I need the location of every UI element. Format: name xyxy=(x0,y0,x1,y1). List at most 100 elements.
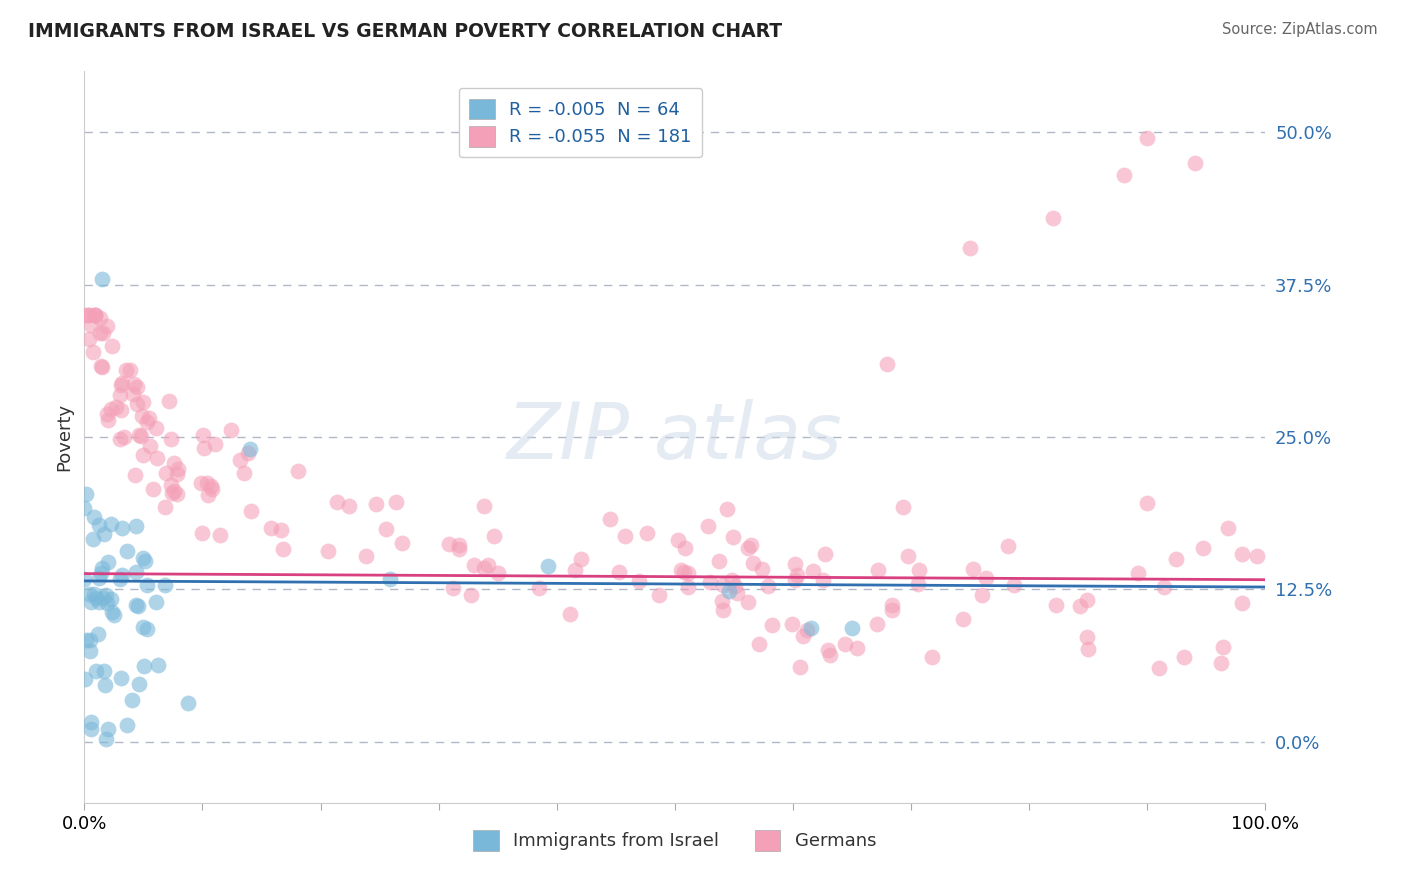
Point xyxy=(564,562,586,576)
Point xyxy=(160,432,183,446)
Point xyxy=(125,565,148,579)
Point xyxy=(782,616,804,631)
Point xyxy=(166,487,188,501)
Point xyxy=(145,420,167,434)
Point xyxy=(124,467,146,482)
Point xyxy=(529,581,551,595)
Point xyxy=(125,598,148,612)
Point xyxy=(166,461,188,475)
Point xyxy=(110,402,132,417)
Point xyxy=(316,543,339,558)
Point xyxy=(138,410,160,425)
Point xyxy=(748,637,770,651)
Point xyxy=(792,630,814,644)
Point xyxy=(666,533,689,547)
Point xyxy=(710,594,733,608)
Point xyxy=(100,401,122,416)
Point xyxy=(77,587,100,601)
Point xyxy=(108,388,131,402)
Point xyxy=(725,586,748,600)
Point xyxy=(800,621,823,635)
Point xyxy=(76,308,98,322)
Point xyxy=(89,311,111,326)
Point xyxy=(111,568,134,582)
Point xyxy=(157,393,180,408)
Point xyxy=(460,588,482,602)
Point xyxy=(259,521,281,535)
Point xyxy=(1216,521,1239,535)
Point xyxy=(90,566,112,581)
Point xyxy=(122,386,145,401)
Point xyxy=(891,500,914,514)
Point xyxy=(87,518,110,533)
Point xyxy=(79,633,101,648)
Point xyxy=(131,409,153,423)
Point xyxy=(1136,131,1159,145)
Point xyxy=(87,571,110,585)
Point xyxy=(1112,168,1135,182)
Point xyxy=(128,427,150,442)
Point xyxy=(146,658,169,673)
Point xyxy=(1184,155,1206,169)
Point xyxy=(907,563,929,577)
Point xyxy=(155,500,177,514)
Point xyxy=(740,539,762,553)
Point xyxy=(115,544,138,558)
Point xyxy=(80,723,103,737)
Point xyxy=(100,517,122,532)
Point xyxy=(82,344,104,359)
Point xyxy=(921,649,943,664)
Point xyxy=(177,696,200,710)
Point xyxy=(569,552,592,566)
Point xyxy=(880,603,903,617)
Point xyxy=(699,575,721,590)
Point xyxy=(118,363,141,377)
Point xyxy=(129,429,152,443)
Point xyxy=(110,671,132,685)
Point xyxy=(673,565,696,579)
Point xyxy=(75,308,97,322)
Point xyxy=(1191,541,1213,556)
Point xyxy=(90,360,112,375)
Point xyxy=(1076,592,1098,607)
Point xyxy=(79,318,101,332)
Point xyxy=(87,594,110,608)
Point xyxy=(841,621,863,635)
Point xyxy=(636,525,658,540)
Point xyxy=(142,482,165,496)
Point xyxy=(271,541,294,556)
Point xyxy=(84,664,107,678)
Point xyxy=(814,547,837,561)
Point xyxy=(1212,640,1234,655)
Point xyxy=(94,732,117,747)
Point xyxy=(721,573,744,587)
Point xyxy=(204,437,226,451)
Text: Source: ZipAtlas.com: Source: ZipAtlas.com xyxy=(1222,22,1378,37)
Point xyxy=(197,488,219,502)
Point xyxy=(75,632,97,647)
Point xyxy=(959,241,981,255)
Point xyxy=(1147,661,1170,675)
Point xyxy=(1135,496,1157,510)
Point xyxy=(115,363,138,377)
Point xyxy=(200,479,222,493)
Point xyxy=(134,659,156,673)
Point xyxy=(907,577,929,591)
Point xyxy=(236,446,259,460)
Point xyxy=(880,599,903,613)
Point xyxy=(385,495,408,509)
Point xyxy=(354,549,377,564)
Point xyxy=(366,497,388,511)
Point xyxy=(1069,599,1091,614)
Point xyxy=(163,456,186,470)
Point xyxy=(613,529,636,543)
Point xyxy=(1002,578,1025,592)
Point xyxy=(789,660,811,674)
Point xyxy=(136,415,159,429)
Point xyxy=(962,562,984,576)
Point xyxy=(607,565,630,579)
Point xyxy=(229,453,252,467)
Point xyxy=(326,495,349,509)
Point xyxy=(121,693,143,707)
Point xyxy=(163,483,186,498)
